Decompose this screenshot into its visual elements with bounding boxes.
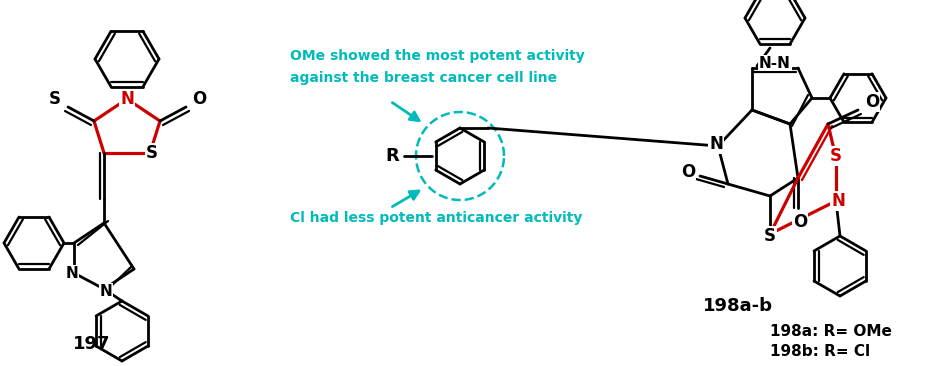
Text: N: N (65, 265, 78, 280)
Text: N: N (830, 192, 844, 210)
Text: 198a: R= OMe: 198a: R= OMe (769, 324, 891, 339)
Text: OMe showed the most potent activity: OMe showed the most potent activity (290, 49, 584, 63)
Text: 198b: R= Cl: 198b: R= Cl (769, 344, 869, 359)
Text: 197: 197 (74, 335, 110, 353)
Text: N: N (708, 135, 722, 153)
Text: O: O (864, 93, 878, 111)
Text: S: S (145, 144, 158, 162)
Text: against the breast cancer cell line: against the breast cancer cell line (290, 71, 557, 85)
Text: N-N: N-N (758, 56, 790, 71)
Text: Cl had less potent anticancer activity: Cl had less potent anticancer activity (290, 211, 582, 225)
Text: S: S (49, 90, 61, 108)
Text: N: N (120, 90, 134, 108)
Text: O: O (792, 213, 806, 231)
Text: 198a-b: 198a-b (702, 297, 772, 315)
Text: N: N (99, 284, 112, 299)
Text: S: S (829, 147, 841, 165)
Text: S: S (763, 227, 775, 245)
Text: O: O (192, 90, 206, 108)
Text: O: O (681, 163, 695, 181)
Text: R: R (385, 147, 398, 165)
